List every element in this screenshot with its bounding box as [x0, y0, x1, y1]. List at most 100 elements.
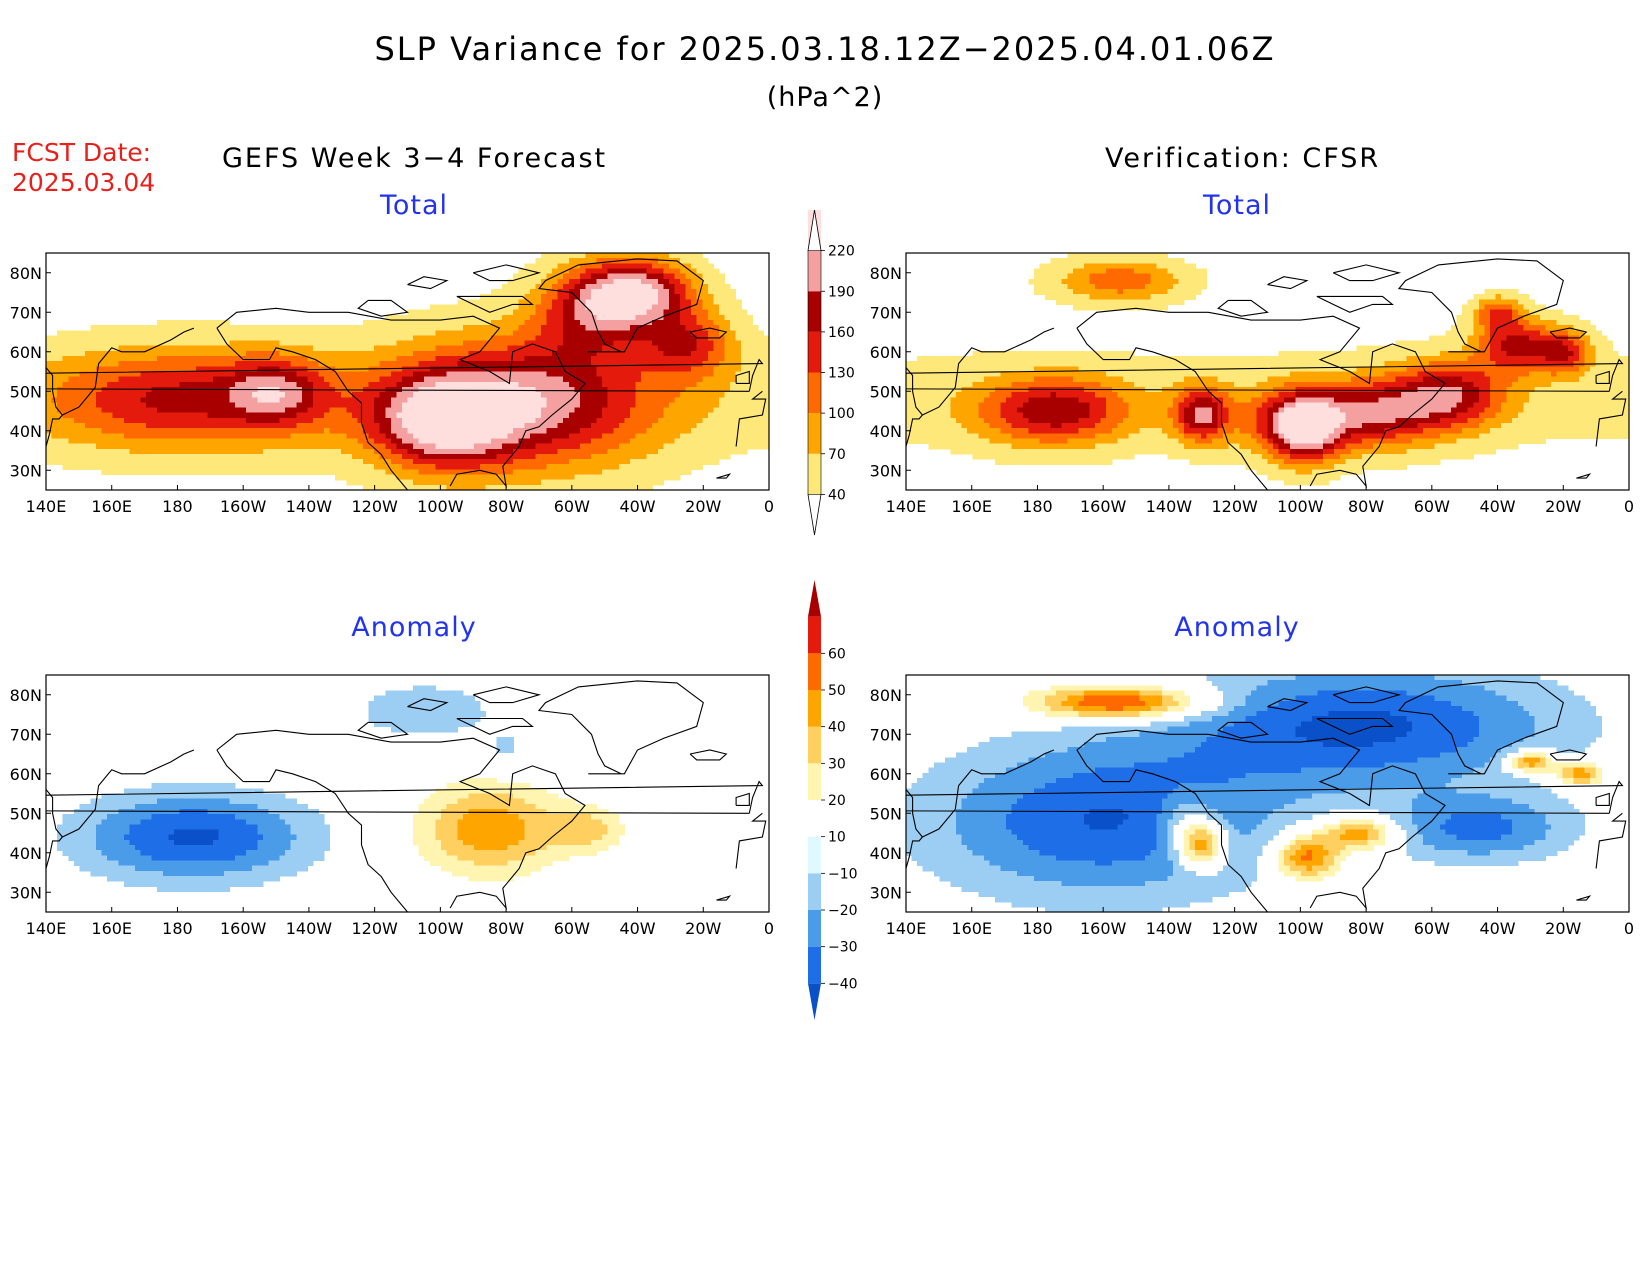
panel-fcst-total: 140E 160E 180 160W 140W 120W 100W 80W 60W 40W 20W 0… — [10, 252, 774, 516]
x-tick-label: 140E — [886, 919, 927, 938]
y-tick-label: 40N — [10, 422, 42, 441]
panel-frame — [45, 674, 770, 913]
panel-title-verif-total: Total — [1202, 190, 1272, 221]
y-tick-label: 70N — [10, 303, 42, 322]
x-tick-label: 100W — [417, 919, 464, 938]
colorbar-swatch — [808, 250, 821, 292]
panel-verif-anomaly: 140E 160E 180 160W 140W 120W 100W 80W 60W 40W 20W 0… — [870, 674, 1634, 938]
colorbar-swatch — [808, 372, 821, 414]
colorbar-anomaly: −40 −30 −20 −10 10 20 30 40 50 60 — [808, 580, 858, 1020]
x-tick-label: 160E — [951, 919, 992, 938]
x-tick-label: 140W — [1146, 497, 1193, 516]
x-tick-label: 140E — [26, 919, 67, 938]
y-tick-label: 40N — [870, 422, 902, 441]
colorbar-swatch — [808, 800, 821, 837]
x-tick-label: 0 — [1624, 497, 1634, 516]
x-tick-label: 0 — [1624, 919, 1634, 938]
x-tick-label: 20W — [685, 497, 721, 516]
colorbar-swatch — [808, 413, 821, 454]
x-tick-label: 120W — [351, 497, 398, 516]
colorbar-swatch — [808, 616, 821, 654]
x-tick-label: 80W — [488, 497, 524, 516]
x-tick-label: 160W — [1080, 919, 1127, 938]
units-label: (hPa^2) — [766, 82, 884, 113]
y-tick-label: 60N — [870, 343, 902, 362]
x-tick-label: 160W — [1080, 497, 1127, 516]
left-column-heading: GEFS Week 3−4 Forecast — [222, 143, 608, 174]
coastlines — [906, 258, 1627, 490]
colorbar-label: −20 — [828, 903, 858, 919]
colorbar-label: −10 — [828, 866, 858, 882]
y-tick-label: 30N — [870, 461, 902, 480]
x-tick-label: 140W — [286, 497, 333, 516]
panel-frame — [905, 252, 1630, 491]
colorbar-swatch — [808, 291, 821, 332]
x-tick-label: 20W — [1545, 497, 1581, 516]
x-tick-label: 140W — [286, 919, 333, 938]
panel-title-fcst-anomaly: Anomaly — [351, 612, 477, 643]
x-tick-label: 0 — [764, 919, 774, 938]
panel-frame — [45, 252, 770, 491]
colorbar-label: 160 — [828, 325, 855, 341]
x-tick-label: 60W — [554, 919, 590, 938]
x-tick-label: 40W — [1479, 919, 1515, 938]
colorbar-swatch — [808, 331, 821, 373]
x-tick-label: 100W — [1277, 919, 1324, 938]
colorbar-label: 100 — [828, 406, 855, 422]
panel-frame — [905, 674, 1630, 913]
panel-verif-total: 140E 160E 180 160W 140W 120W 100W 80W 60W 40W 20W 0… — [870, 252, 1634, 516]
colorbar-label: 220 — [828, 244, 855, 260]
y-tick-label: 60N — [870, 765, 902, 784]
contour-fill — [57, 685, 625, 892]
x-tick-label: 160E — [951, 497, 992, 516]
x-tick-label: 80W — [488, 919, 524, 938]
y-tick-label: 80N — [870, 686, 902, 705]
panel-fcst-anomaly: 140E 160E 180 160W 140W 120W 100W 80W 60W 40W 20W 0… — [10, 674, 774, 938]
colorbar-label: −40 — [828, 976, 858, 992]
x-tick-label: 100W — [1277, 497, 1324, 516]
coastlines — [46, 258, 767, 490]
x-tick-label: 180 — [162, 497, 193, 516]
x-tick-label: 60W — [1414, 919, 1450, 938]
colorbar-swatch — [808, 653, 821, 690]
y-tick-label: 40N — [870, 844, 902, 863]
colorbar-label: 60 — [828, 646, 846, 662]
x-tick-label: 80W — [1348, 497, 1384, 516]
colorbar-swatch — [808, 726, 821, 764]
colorbar-label: 40 — [828, 487, 846, 503]
colorbar-swatch — [808, 690, 821, 727]
x-tick-label: 140E — [886, 497, 927, 516]
forecast-date-label: FCST Date: — [12, 138, 152, 167]
colorbar-swatch — [808, 873, 821, 910]
colorbar-swatch — [808, 453, 821, 495]
x-tick-label: 0 — [764, 497, 774, 516]
x-tick-label: 40W — [1479, 497, 1515, 516]
y-tick-label: 30N — [10, 461, 42, 480]
coastlines — [46, 680, 767, 912]
colorbar-label: 40 — [828, 720, 846, 736]
y-tick-label: 50N — [10, 382, 42, 401]
y-tick-label: 60N — [10, 343, 42, 362]
x-tick-label: 180 — [1022, 919, 1053, 938]
contour-fill — [46, 253, 770, 491]
colorbar-label: 190 — [828, 284, 855, 300]
y-tick-label: 50N — [10, 804, 42, 823]
right-column-heading: Verification: CFSR — [1105, 143, 1381, 174]
x-tick-label: 120W — [351, 919, 398, 938]
x-tick-label: 120W — [1211, 497, 1258, 516]
colorbar-swatch — [808, 763, 821, 800]
x-tick-label: 40W — [619, 919, 655, 938]
y-tick-label: 70N — [870, 303, 902, 322]
y-tick-label: 50N — [870, 804, 902, 823]
x-tick-label: 20W — [1545, 919, 1581, 938]
x-tick-label: 80W — [1348, 919, 1384, 938]
colorbar-swatch — [808, 946, 821, 984]
colorbar-label: 70 — [828, 447, 846, 463]
panel-title-fcst-total: Total — [379, 190, 449, 221]
colorbar-label: 20 — [828, 793, 846, 809]
y-tick-label: 30N — [870, 883, 902, 902]
x-tick-label: 180 — [1022, 497, 1053, 516]
x-tick-label: 60W — [1414, 497, 1450, 516]
y-tick-label: 70N — [870, 725, 902, 744]
colorbar-label: 10 — [828, 830, 846, 846]
